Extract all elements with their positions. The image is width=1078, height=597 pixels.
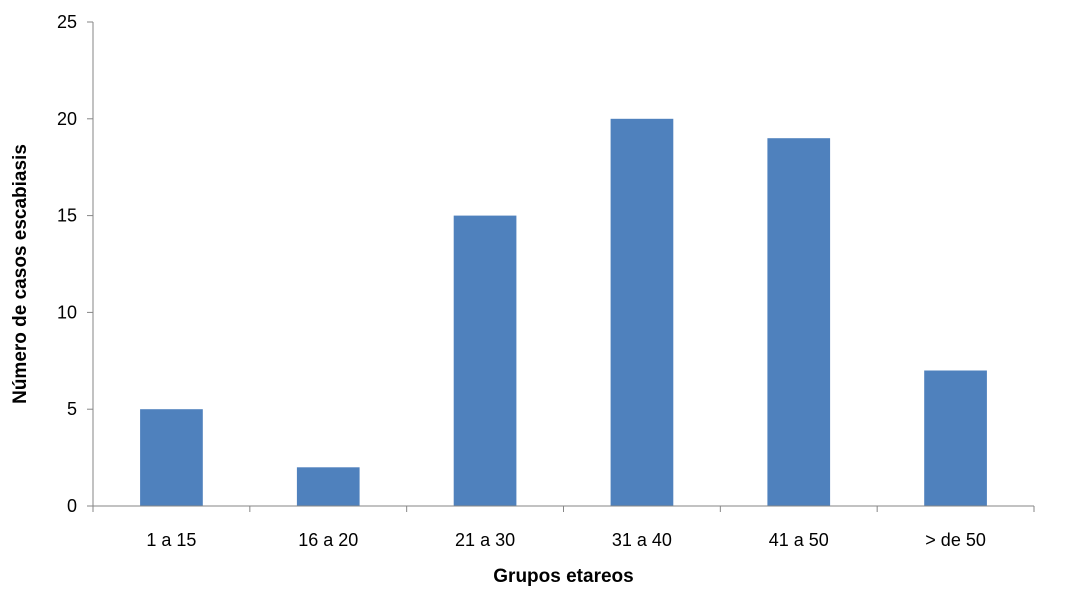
y-ticks: 0 5 10 15 20 25 <box>57 12 93 516</box>
bar-2 <box>453 215 517 506</box>
bar-4 <box>767 138 831 506</box>
bars-layer <box>140 118 987 507</box>
bar-0 <box>140 409 203 506</box>
x-tick-label: > de 50 <box>925 530 986 550</box>
y-tick-label: 25 <box>57 12 77 32</box>
bar-3 <box>610 118 674 507</box>
x-tick-label: 21 a 30 <box>455 530 515 550</box>
y-tick-label: 15 <box>57 206 77 226</box>
bar-1 <box>296 467 360 506</box>
x-tick-label: 16 a 20 <box>298 530 358 550</box>
y-tick-label: 10 <box>57 302 77 322</box>
bar-5 <box>924 370 987 506</box>
y-tick-label: 0 <box>67 496 77 516</box>
x-axis-title: Grupos etareos <box>493 566 633 587</box>
x-ticks: 1 a 15 16 a 20 21 a 30 31 a 40 41 a 50 > de 5… <box>92 506 1035 550</box>
y-axis-title: Número de casos escabiasis <box>10 144 31 404</box>
x-tick-label: 31 a 40 <box>612 530 672 550</box>
y-tick-label: 5 <box>67 399 77 419</box>
x-tick-label: 41 a 50 <box>769 530 829 550</box>
y-tick-label: 20 <box>57 109 77 129</box>
axes-layer <box>92 22 1034 507</box>
x-tick-label: 1 a 15 <box>146 530 196 550</box>
